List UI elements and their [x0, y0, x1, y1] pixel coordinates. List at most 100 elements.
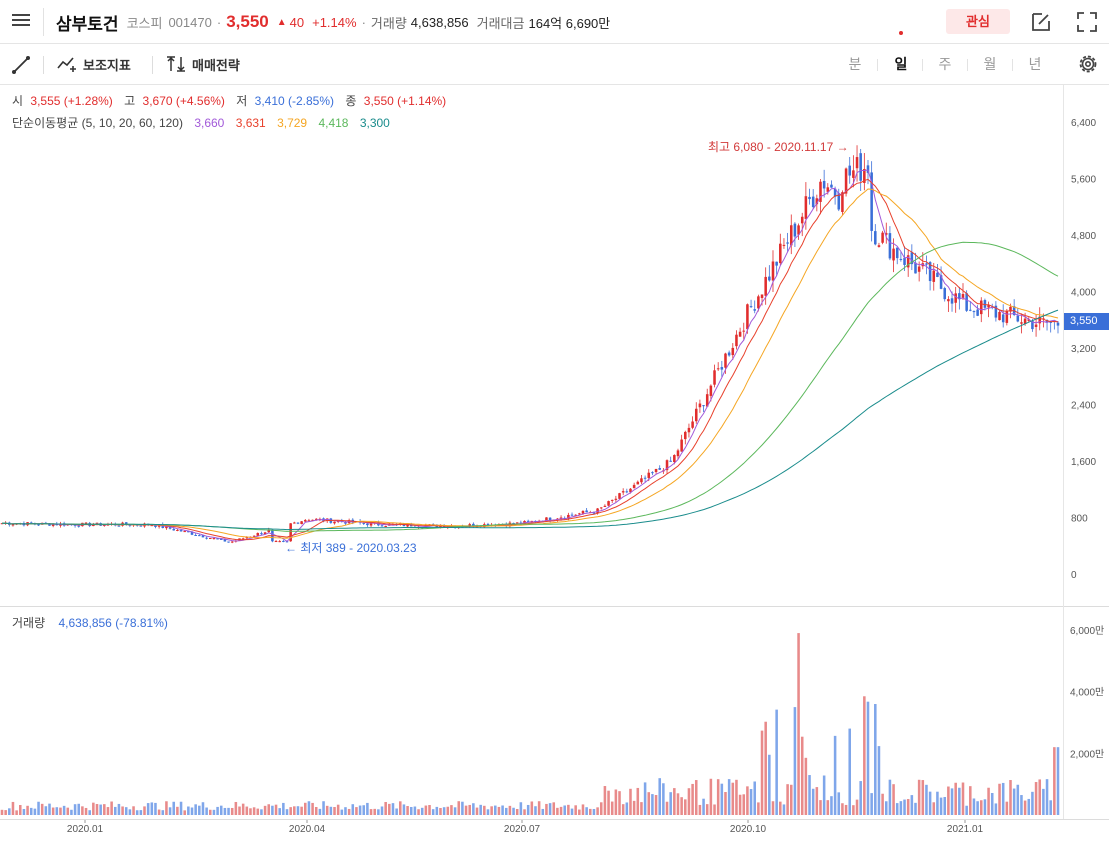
volume-bar	[563, 805, 566, 815]
indicator-button[interactable]: 보조지표	[57, 44, 131, 84]
volume-bar	[176, 806, 179, 815]
volume-bar	[764, 721, 767, 815]
amount-value: 164억 6,690만	[528, 15, 611, 31]
volume-bar	[366, 802, 369, 815]
volume-bar	[322, 801, 325, 815]
active-period-dot	[899, 31, 903, 35]
candle-body	[92, 524, 95, 527]
candle-body	[676, 450, 680, 457]
volume-bar	[1034, 782, 1038, 815]
edit-icon[interactable]	[1030, 11, 1052, 33]
candle-body	[979, 300, 983, 315]
volume-bar	[983, 799, 987, 815]
volume-bar	[640, 802, 643, 815]
candle-body	[684, 431, 687, 440]
volume-bar	[62, 805, 66, 815]
volume-bar	[888, 779, 892, 815]
candle-body	[278, 541, 281, 543]
candle-body	[209, 538, 212, 540]
volume-bar	[314, 807, 318, 815]
candle-body	[135, 524, 139, 526]
volume-bar	[37, 801, 40, 815]
volume-bar	[333, 807, 336, 815]
volume-bar	[274, 804, 278, 815]
price-tick-label: 0	[1071, 570, 1077, 581]
volume-bar	[501, 805, 504, 815]
volume-info: 거래량 4,638,856 (-78.81%)	[12, 614, 172, 631]
current-price: 3,550	[226, 12, 269, 31]
header: 삼부토건 코스피 001470 · 3,550 ▲ 40 +1.14% · 거래…	[0, 0, 1109, 44]
volume-bar	[994, 803, 998, 815]
volume-bar	[157, 809, 161, 815]
current-price-tag: 3,550	[1064, 313, 1109, 330]
volume-bar	[932, 802, 936, 815]
price-tick-label: 3,200	[1071, 344, 1096, 355]
candle-body	[958, 293, 961, 300]
toolbar-divider	[152, 56, 153, 74]
volume-bar	[497, 806, 501, 815]
candle-body	[654, 468, 658, 473]
candle-body	[830, 184, 833, 188]
candle-body	[241, 538, 245, 540]
price-change-pct: +1.14%	[312, 14, 357, 30]
volume-bar	[1038, 779, 1042, 815]
favorite-button[interactable]: 관심	[946, 9, 1010, 34]
volume-bar	[906, 799, 910, 815]
volume-label: 거래량	[370, 15, 407, 31]
candle-body	[899, 258, 903, 260]
volume-bar	[512, 807, 515, 815]
volume-bar	[936, 791, 939, 815]
gear-icon[interactable]	[1077, 53, 1099, 75]
candle-body	[300, 521, 303, 524]
candle-body	[800, 216, 804, 224]
volume-bar	[355, 807, 358, 815]
strategy-button[interactable]: 매매전략	[166, 44, 240, 84]
ma-line[interactable]: 단순이동평균 (5, 10, 20, 60, 120) 3,660 3,631 …	[12, 114, 394, 131]
stock-market: 코스피	[126, 15, 163, 31]
volume-bar	[95, 804, 99, 815]
volume-bar	[1023, 800, 1027, 815]
volume-bar	[15, 810, 18, 815]
candle-body	[103, 524, 106, 526]
volume-bar	[779, 801, 782, 815]
fullscreen-icon[interactable]	[1076, 11, 1098, 33]
volume-bar	[914, 802, 917, 815]
volume-bar	[786, 784, 789, 815]
candle-body	[574, 514, 577, 516]
volume-bar	[216, 806, 219, 815]
volume-bar	[307, 801, 311, 815]
draw-line-icon[interactable]	[10, 54, 32, 76]
candle-body	[296, 522, 300, 524]
candle-body	[439, 525, 442, 528]
volume-bar	[198, 805, 201, 815]
volume-bar	[753, 781, 756, 815]
candle-body	[274, 541, 278, 543]
volume-bar	[260, 809, 263, 815]
candle-body	[895, 247, 899, 259]
date-tick-label: 2020.10	[730, 824, 767, 835]
candle-body	[789, 225, 793, 246]
period-day[interactable]: 일	[894, 56, 908, 72]
volume-bar	[183, 810, 186, 815]
volume-bar	[749, 789, 753, 815]
candle-body	[187, 531, 190, 533]
candle-body	[526, 520, 530, 522]
candle-body	[749, 306, 753, 308]
period-minute[interactable]: 분	[848, 56, 862, 72]
volume-bar	[654, 795, 658, 815]
candle-body	[366, 523, 369, 526]
period-month[interactable]: 월	[983, 56, 997, 72]
candle-body	[731, 347, 735, 356]
volume-bar	[826, 800, 830, 815]
volume-bar	[420, 807, 424, 815]
price-axis: 6,400 5,600 4,800 4,000 3,200 2,400 1,600 800 0	[1071, 118, 1096, 581]
candle-body	[230, 541, 234, 543]
menu-icon[interactable]	[10, 11, 32, 33]
period-year[interactable]: 년	[1028, 56, 1042, 72]
period-divider	[922, 59, 923, 71]
candle-body	[757, 296, 760, 309]
period-week[interactable]: 주	[938, 56, 952, 72]
volume-bar	[92, 802, 95, 815]
volume-bar	[435, 806, 439, 815]
